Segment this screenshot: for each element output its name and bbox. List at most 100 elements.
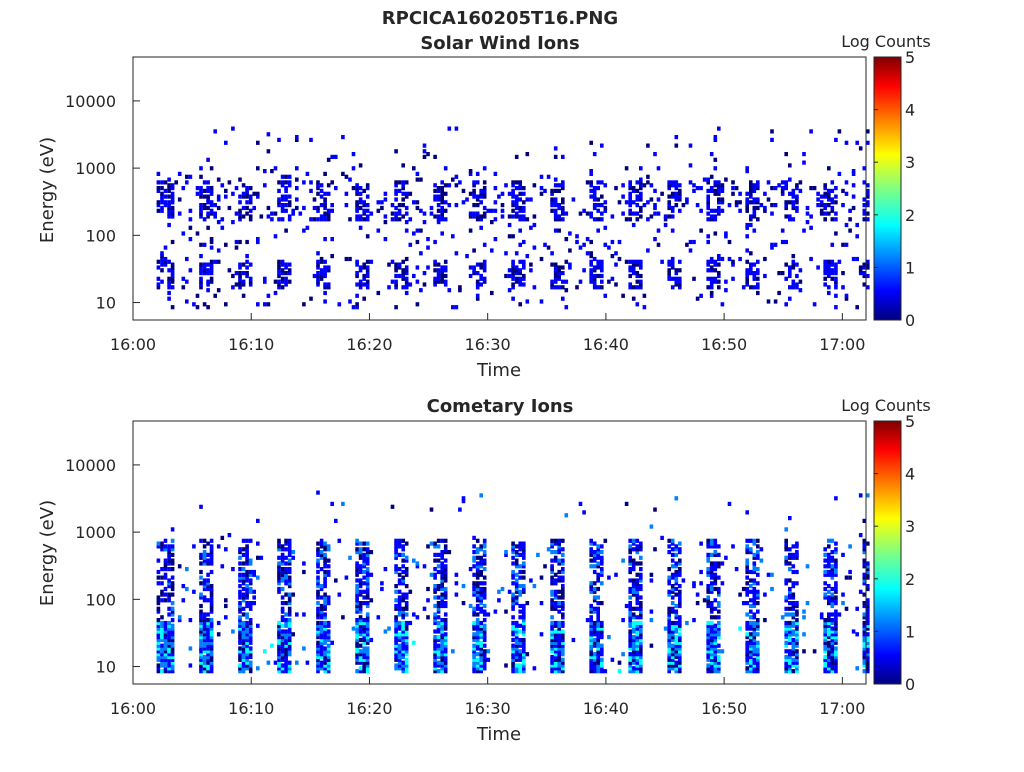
heatmap-cell	[206, 669, 210, 674]
heatmap-cell	[163, 666, 168, 671]
heatmap-cell	[355, 626, 359, 631]
heatmap-cell	[561, 592, 565, 597]
heatmap-cell	[355, 654, 359, 660]
heatmap-cell	[245, 186, 249, 191]
heatmap-cell	[248, 276, 253, 281]
x-tick-label: 17:00	[819, 699, 865, 718]
heatmap-cell	[245, 555, 249, 560]
heatmap-cell	[639, 186, 643, 191]
heatmap-cell	[628, 603, 632, 609]
heatmap-cell	[209, 239, 214, 245]
heatmap-cell	[163, 194, 168, 199]
heatmap-cell	[209, 603, 214, 609]
heatmap-cell	[795, 620, 799, 626]
heatmap-cell	[596, 669, 600, 674]
heatmap-cell	[323, 299, 327, 304]
heatmap-cell	[532, 222, 537, 228]
heatmap-cell	[419, 251, 423, 256]
heatmap-cell	[319, 606, 324, 611]
heatmap-cell	[866, 572, 870, 577]
heatmap-cell	[830, 538, 835, 543]
heatmap-cell	[479, 265, 483, 270]
heatmap-cell	[238, 575, 242, 580]
heatmap-cell	[709, 615, 714, 620]
heatmap-cell	[277, 268, 281, 273]
heatmap-cell	[557, 640, 561, 645]
heatmap-cell	[557, 595, 561, 600]
heatmap-cell	[227, 533, 232, 538]
heatmap-cell	[287, 626, 292, 631]
heatmap-cell	[834, 632, 838, 637]
heatmap-cell	[163, 262, 168, 267]
heatmap-cell	[720, 208, 725, 213]
heatmap-cell	[745, 567, 749, 572]
heatmap-cell	[784, 183, 788, 188]
heatmap-cell	[639, 262, 643, 267]
heatmap-cell	[557, 203, 561, 208]
heatmap-cell	[635, 273, 640, 279]
heatmap-cell	[170, 581, 175, 586]
heatmap-cell	[209, 186, 214, 191]
heatmap-cell	[206, 578, 210, 583]
heatmap-cell	[511, 561, 515, 566]
heatmap-cell	[678, 663, 682, 668]
heatmap-cell	[649, 618, 654, 623]
heatmap-cell	[709, 569, 714, 575]
heatmap-cell	[365, 279, 370, 284]
heatmap-cell	[600, 567, 604, 572]
heatmap-cell	[628, 578, 632, 583]
heatmap-cell	[156, 259, 161, 264]
heatmap-cell	[553, 177, 558, 182]
heatmap-cell	[745, 620, 749, 626]
heatmap-cell	[475, 211, 480, 216]
heatmap-cell	[713, 538, 718, 543]
heatmap-cell	[518, 242, 522, 247]
heatmap-cell	[709, 567, 714, 572]
heatmap-cell	[401, 595, 405, 600]
heatmap-cell	[238, 239, 242, 245]
heatmap-cell	[482, 214, 487, 219]
heatmap-cell	[674, 194, 679, 199]
heatmap-cell	[717, 285, 721, 290]
heatmap-cell	[674, 271, 679, 276]
heatmap-cell	[404, 595, 409, 600]
heatmap-cell	[805, 211, 810, 216]
heatmap-cell	[234, 239, 239, 245]
heatmap-cell	[397, 589, 402, 594]
heatmap-cell	[720, 188, 725, 193]
heatmap-cell	[241, 572, 246, 577]
heatmap-cell	[756, 663, 760, 668]
heatmap-cell	[156, 637, 161, 643]
heatmap-cell	[302, 646, 306, 651]
heatmap-cell	[713, 183, 718, 188]
heatmap-cell	[401, 547, 405, 552]
heatmap-cell	[454, 183, 459, 188]
heatmap-cell	[628, 569, 632, 575]
heatmap-cell	[241, 652, 246, 657]
heatmap-cell	[493, 217, 498, 222]
heatmap-cell	[511, 200, 515, 205]
heatmap-cell	[848, 575, 852, 580]
heatmap-cell	[323, 290, 327, 296]
heatmap-cell	[752, 601, 757, 606]
heatmap-cell	[422, 220, 427, 225]
heatmap-cell	[727, 239, 732, 245]
heatmap-cell	[316, 279, 320, 284]
heatmap-cell	[589, 169, 593, 174]
heatmap-cell	[287, 640, 292, 645]
heatmap-cell	[248, 581, 253, 586]
heatmap-cell	[192, 589, 196, 594]
heatmap-cell	[511, 660, 515, 665]
heatmap-cell	[788, 606, 792, 611]
heatmap-cell	[795, 208, 799, 213]
heatmap-cell	[404, 541, 409, 546]
heatmap-cell	[397, 620, 402, 626]
heatmap-cell	[791, 265, 796, 270]
heatmap-cell	[209, 652, 214, 657]
heatmap-cells	[156, 126, 870, 310]
heatmap-cell	[596, 657, 600, 662]
heatmap-cell	[160, 632, 164, 637]
heatmap-cell	[160, 629, 164, 634]
heatmap-cell	[277, 200, 281, 205]
heatmap-cell	[160, 197, 164, 202]
